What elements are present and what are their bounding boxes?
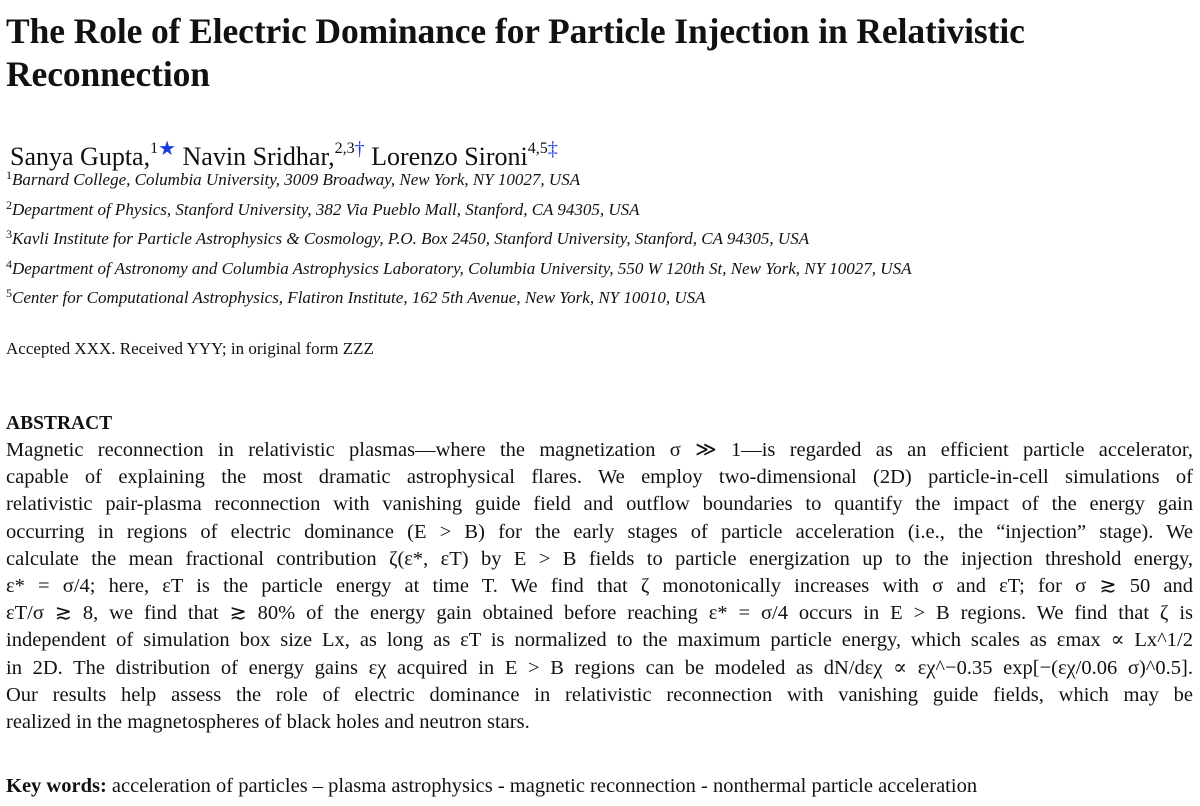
abstract-heading: ABSTRACT [6,413,113,434]
author-name: Lorenzo Sironi [371,142,528,171]
abstract-line: occurring in regions of electric dominan… [6,520,1193,543]
keywords-label: Key words: [6,775,107,797]
abstract-line: calculate the mean fractional contributi… [6,547,1193,570]
star-icon[interactable]: ★ [158,138,177,160]
affiliation-text: Department of Physics, Stanford Universi… [12,199,640,219]
abstract-line: realized in the magnetospheres of black … [6,711,530,734]
accepted-line: Accepted XXX. Received YYY; in original … [6,339,374,358]
affiliation-text: Center for Computational Astrophysics, F… [12,288,706,307]
double-dagger-icon[interactable]: ‡ [547,138,558,160]
abstract-line: εT/σ ≳ 8, we find that ≳ 80% of the ener… [6,602,1193,625]
keywords-text: acceleration of particles – plasma astro… [111,775,978,797]
affiliation-text: Department of Astronomy and Columbia Ast… [12,258,912,278]
abstract-line: relativistic pair-plasma reconnection wi… [6,493,1193,516]
affiliation: 5Center for Computational Astrophysics, … [6,281,911,311]
author-name: Navin Sridhar, [182,142,335,171]
author-2: Navin Sridhar,2,3† [182,138,365,171]
author-3: Lorenzo Sironi4,5‡ [371,138,558,171]
abstract-body: Magnetic reconnection in relativistic pl… [6,437,1193,736]
author-1: Sanya Gupta,1★ [10,138,176,171]
affiliation-number: 5 [6,286,12,300]
affiliation: 3Kavli Institute for Particle Astrophysi… [6,222,911,252]
author-list: Sanya Gupta,1★ Navin Sridhar,2,3† Lorenz… [10,134,558,172]
affiliation-text: Kavli Institute for Particle Astrophysic… [12,229,810,248]
author-name: Sanya Gupta, [10,142,151,171]
abstract-line: Our results help assess the role of elec… [6,683,1193,706]
affiliation-text: Barnard College, Columbia University, 30… [12,170,581,189]
abstract-line: ε* = σ/4; here, εT is the particle energ… [6,575,1193,598]
affiliation: 4Department of Astronomy and Columbia As… [6,252,911,282]
author-affil-sup: 2,3 [334,140,355,157]
author-affil-sup: 4,5 [527,140,548,157]
affiliation-number: 4 [6,256,12,271]
author-affil-sup: 1 [150,140,159,157]
abstract-line: independent of simulation box size Lx, a… [6,629,1193,652]
keywords: Key words: acceleration of particles – p… [6,773,977,799]
affiliation: 1Barnard College, Columbia University, 3… [6,163,911,193]
abstract-line: capable of explaining the most dramatic … [6,466,1193,489]
abstract-line: Magnetic reconnection in relativistic pl… [6,439,1193,461]
affiliation-number: 3 [6,227,12,241]
abstract-line: in 2D. The distribution of energy gains … [6,656,1193,679]
affiliation-list: 1Barnard College, Columbia University, 3… [6,163,911,311]
affiliation: 2Department of Physics, Stanford Univers… [6,193,911,223]
affiliation-number: 2 [6,197,12,212]
dagger-icon[interactable]: † [354,138,365,160]
paper-title: The Role of Electric Dominance for Parti… [6,11,1025,94]
affiliation-number: 1 [6,168,12,182]
